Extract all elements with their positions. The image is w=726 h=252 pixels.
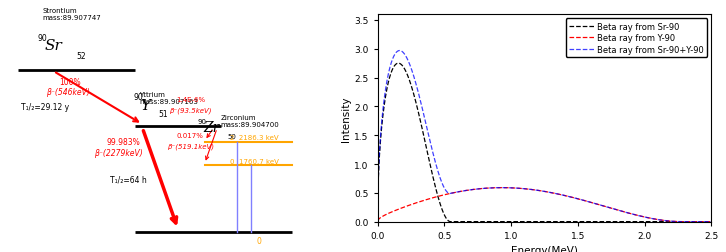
Text: Sr: Sr: [44, 39, 62, 53]
Beta ray from Sr-90: [707, 220, 716, 223]
Beta ray from Sr-90: [502, 220, 510, 223]
X-axis label: Energy(MeV): Energy(MeV): [511, 245, 578, 252]
Beta ray from Sr-90+Y-90: [516, 187, 525, 190]
Beta ray from Y-90: [664, 219, 673, 223]
Text: Zirconium
mass:89.904700: Zirconium mass:89.904700: [221, 115, 280, 128]
Beta ray from Sr-90: [373, 203, 382, 206]
Beta ray from Y-90: [431, 196, 440, 199]
Text: Yttrium
mass:89.907163: Yttrium mass:89.907163: [139, 92, 197, 105]
Beta ray from Sr-90+Y-90: [677, 220, 686, 223]
Line: Beta ray from Y-90: Beta ray from Y-90: [378, 188, 711, 222]
Beta ray from Sr-90+Y-90: [664, 219, 673, 223]
Beta ray from Sr-90: [446, 220, 455, 223]
Text: Strontium
mass:89.907747: Strontium mass:89.907747: [43, 8, 102, 20]
Text: 99.983%: 99.983%: [107, 138, 141, 147]
Beta ray from Y-90: [516, 187, 525, 190]
Beta ray from Sr-90+Y-90: [431, 162, 440, 165]
Beta ray from Sr-90: [516, 220, 525, 223]
Text: 1.4E-6%: 1.4E-6%: [176, 97, 205, 103]
Line: Beta ray from Sr-90: Beta ray from Sr-90: [378, 64, 711, 222]
Beta ray from Sr-90: [412, 101, 420, 104]
Text: 90: 90: [134, 93, 143, 102]
Text: 50: 50: [228, 134, 237, 140]
Text: T₁/₂=64 h: T₁/₂=64 h: [110, 174, 147, 183]
Beta ray from Sr-90+Y-90: [701, 220, 709, 223]
Text: 0: 0: [256, 236, 261, 245]
Beta ray from Sr-90: [665, 220, 674, 223]
Text: 52: 52: [77, 51, 86, 60]
Beta ray from Y-90: [701, 220, 709, 223]
Beta ray from Sr-90: [701, 220, 709, 223]
Text: 2  2186.3 keV: 2 2186.3 keV: [229, 134, 278, 140]
Text: 51: 51: [158, 109, 168, 118]
Y-axis label: Intensity: Intensity: [341, 96, 351, 141]
Legend: Beta ray from Sr-90, Beta ray from Y-90, Beta ray from Sr-90+Y-90: Beta ray from Sr-90, Beta ray from Y-90,…: [566, 19, 707, 58]
Text: 0  1760.7 keV: 0 1760.7 keV: [229, 158, 279, 164]
Text: β⁻(2279keV): β⁻(2279keV): [94, 148, 143, 157]
Beta ray from Sr-90+Y-90: [395, 50, 404, 53]
Text: 90: 90: [197, 119, 207, 125]
Text: β⁻(93.5keV): β⁻(93.5keV): [169, 107, 211, 114]
Beta ray from Y-90: [412, 202, 420, 205]
Text: 90: 90: [38, 34, 47, 43]
Text: β⁻(519.1keV): β⁻(519.1keV): [167, 142, 214, 149]
Beta ray from Sr-90+Y-90: [373, 202, 382, 205]
Beta ray from Y-90: [373, 219, 382, 223]
Text: β⁻(546keV): β⁻(546keV): [46, 87, 90, 97]
Text: 0.017%: 0.017%: [176, 132, 203, 138]
Text: 100%: 100%: [59, 77, 81, 86]
Beta ray from Y-90: [498, 186, 507, 190]
Beta ray from Y-90: [502, 186, 510, 190]
Beta ray from Sr-90+Y-90: [412, 82, 420, 85]
Beta ray from Sr-90+Y-90: [707, 220, 716, 223]
Beta ray from Y-90: [707, 220, 716, 223]
Beta ray from Y-90: [677, 220, 686, 223]
Text: Y: Y: [141, 98, 151, 112]
Line: Beta ray from Sr-90+Y-90: Beta ray from Sr-90+Y-90: [378, 51, 711, 222]
Beta ray from Sr-90+Y-90: [502, 186, 510, 190]
Beta ray from Sr-90: [394, 62, 403, 66]
Text: Zr: Zr: [203, 121, 220, 135]
Beta ray from Sr-90: [431, 186, 440, 190]
Text: T₁/₂=29.12 y: T₁/₂=29.12 y: [22, 103, 70, 112]
